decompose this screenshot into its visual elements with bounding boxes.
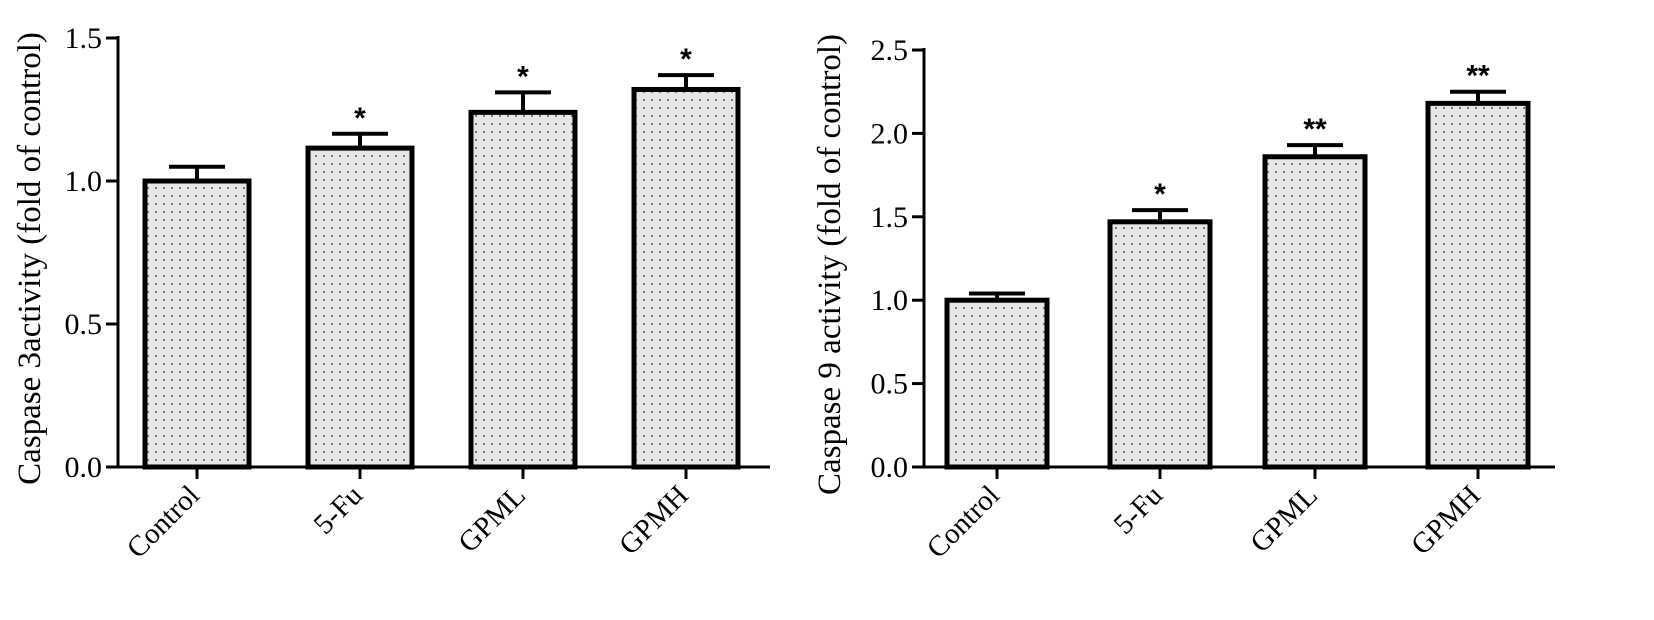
y-tick-label: 2.5 — [871, 34, 909, 67]
y-axis-label: Caspase 9 activity (fold of control) — [812, 34, 848, 495]
chart-caspase-3: 0.0 0.5 1.0 1.5 Caspase 3activity (fold of c… — [12, 22, 770, 565]
y-tick-label: 1.5 — [65, 22, 103, 55]
x-tick-label: 5-Fu — [308, 479, 369, 540]
bar-control — [142, 178, 252, 470]
significance-marker: * — [680, 43, 692, 76]
bar-gpmh — [631, 86, 741, 470]
chart-caspase-9: 0.0 0.5 1.0 1.5 2.0 2.5 Caspase 9 activity (fo… — [812, 34, 1555, 565]
y-tick-label: 1.0 — [65, 165, 103, 198]
y-tick-label: 1.0 — [871, 284, 909, 317]
y-tick-label: 1.5 — [871, 201, 909, 234]
y-tick-label: 2.0 — [871, 117, 909, 150]
y-axis-label: Caspase 3activity (fold of control) — [12, 32, 48, 485]
bar-control — [944, 297, 1050, 470]
y-tick-label: 0.0 — [65, 451, 103, 484]
significance-marker: ** — [1303, 113, 1327, 146]
x-tick-label: Control — [121, 479, 206, 564]
bar-gpmh — [1425, 100, 1531, 470]
significance-marker: * — [517, 60, 529, 93]
y-tick-label: 0.5 — [871, 368, 909, 401]
significance-marker: * — [1154, 178, 1166, 211]
x-tick-label: GPML — [452, 479, 532, 559]
x-tick-label: 5-Fu — [1108, 479, 1169, 540]
significance-marker: ** — [1466, 60, 1490, 93]
x-tick-label: GPML — [1244, 479, 1324, 559]
bar-5-fu — [305, 145, 415, 470]
x-tick-label: Control — [921, 479, 1006, 564]
x-tick-label: GPMH — [1405, 479, 1487, 561]
bar-5-fu — [1107, 219, 1213, 470]
y-tick-label: 0.0 — [871, 451, 909, 484]
y-tick-label: 0.5 — [65, 308, 103, 341]
bar-gpml — [468, 109, 578, 470]
x-tick-label: GPMH — [613, 479, 695, 561]
bar-gpml — [1262, 154, 1368, 470]
significance-marker: * — [354, 102, 366, 135]
